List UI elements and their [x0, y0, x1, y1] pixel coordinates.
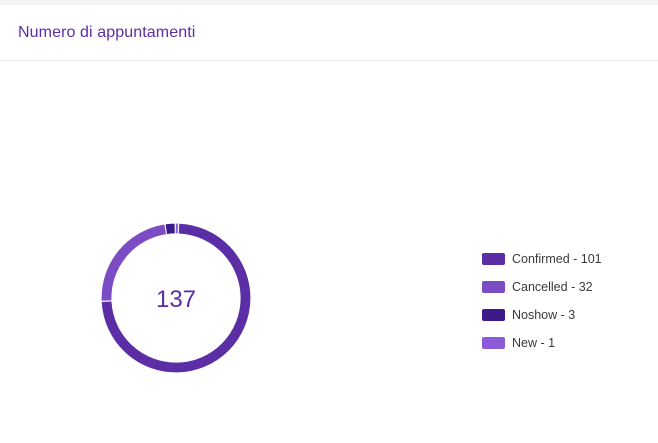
legend-label: Noshow - 3 [512, 308, 576, 322]
legend-item-noshow[interactable]: Noshow - 3 [482, 301, 602, 329]
legend-swatch [482, 253, 505, 265]
donut-center-label: 137 [156, 286, 196, 313]
appointments-card: Numero di appuntamenti 137 Confirmed - 1… [0, 5, 658, 443]
chart-legend: Confirmed - 101 Cancelled - 32 Noshow - … [482, 245, 602, 357]
card-header: Numero di appuntamenti [0, 5, 658, 61]
legend-item-cancelled[interactable]: Cancelled - 32 [482, 273, 602, 301]
legend-swatch [482, 309, 505, 321]
donut-chart: 137 [101, 223, 251, 373]
donut-slices [101, 223, 251, 373]
legend-label: Cancelled - 32 [512, 280, 593, 294]
legend-item-confirmed[interactable]: Confirmed - 101 [482, 245, 602, 273]
donut-slice-cancelled[interactable] [101, 224, 166, 301]
legend-swatch [482, 337, 505, 349]
donut-slice-confirmed[interactable] [101, 223, 251, 373]
donut-slice-noshow[interactable] [165, 223, 175, 234]
card-title: Numero di appuntamenti [18, 23, 196, 41]
donut-slice-new[interactable] [175, 223, 178, 234]
chart-area: 137 Confirmed - 101 Cancelled - 32 Nosho… [0, 62, 658, 443]
legend-label: Confirmed - 101 [512, 252, 602, 266]
legend-label: New - 1 [512, 336, 556, 350]
legend-item-new[interactable]: New - 1 [482, 329, 602, 357]
legend-swatch [482, 281, 505, 293]
